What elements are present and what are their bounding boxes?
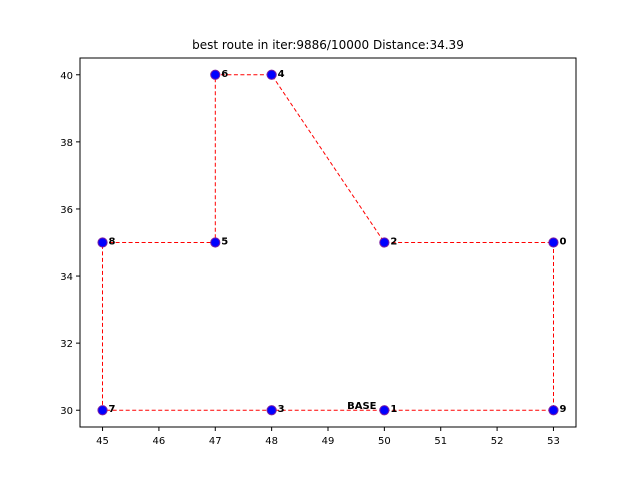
point-label-7: 7	[109, 404, 116, 415]
x-tick-label: 50	[378, 436, 391, 447]
point-7	[97, 405, 108, 416]
x-tick-label: 51	[434, 436, 447, 447]
x-tick-label: 46	[153, 436, 166, 447]
point-label-3: 3	[278, 404, 285, 415]
point-label-5: 5	[221, 237, 228, 248]
point-0	[548, 237, 559, 248]
point-label-6: 6	[221, 69, 228, 80]
point-label-2: 2	[390, 237, 397, 248]
route-layer	[102, 74, 554, 411]
y-tick-label: 32	[60, 339, 73, 350]
y-tick-label: 34	[60, 272, 73, 283]
point-8	[97, 237, 108, 248]
y-tick-label: 38	[60, 138, 73, 149]
point-6	[210, 69, 221, 80]
points-layer	[97, 69, 559, 416]
x-tick-label: 53	[547, 436, 560, 447]
point-label-1: 1	[390, 404, 397, 415]
x-tick-label: 47	[209, 436, 222, 447]
x-tick-label: 49	[322, 436, 335, 447]
point-label-4: 4	[278, 69, 285, 80]
route-line	[102, 74, 554, 411]
point-label-8: 8	[109, 237, 116, 248]
annotation-base: BASE	[347, 401, 377, 412]
y-tick-label: 36	[60, 205, 73, 216]
point-label-0: 0	[559, 237, 566, 248]
point-5	[210, 237, 221, 248]
labels-layer: 0 1 2 3 4 5 6 7 8 9 BASE	[109, 69, 567, 415]
x-tick-label: 45	[96, 436, 109, 447]
point-label-9: 9	[559, 404, 566, 415]
point-1	[379, 405, 390, 416]
y-tick-label: 40	[60, 71, 73, 82]
point-4	[266, 69, 277, 80]
point-9	[548, 405, 559, 416]
point-3	[266, 405, 277, 416]
y-tick-label: 30	[60, 406, 73, 417]
point-2	[379, 237, 390, 248]
chart-title: best route in iter:9886/10000 Distance:3…	[192, 38, 464, 52]
x-tick-label: 52	[491, 436, 504, 447]
x-tick-label: 48	[265, 436, 278, 447]
